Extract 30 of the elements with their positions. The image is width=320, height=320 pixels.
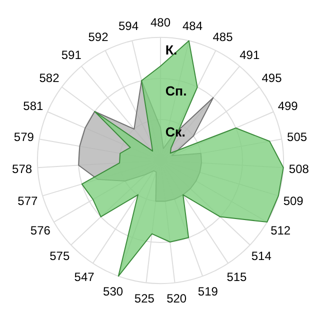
- spoke-label: 577: [18, 194, 38, 208]
- spoke-label: 484: [182, 19, 203, 34]
- spoke-label: 515: [226, 270, 248, 284]
- spoke-label: 512: [270, 223, 291, 238]
- y-tick-label: К.: [165, 42, 178, 58]
- spoke-label: 581: [23, 99, 44, 114]
- spoke-label: 499: [278, 99, 298, 114]
- spoke-label: 530: [103, 284, 124, 298]
- spoke-label: 514: [251, 249, 272, 264]
- spoke-label: 520: [166, 292, 187, 306]
- spoke-label: 495: [262, 71, 282, 86]
- y-tick-label: Ск.: [165, 124, 186, 140]
- spoke-label: 525: [134, 292, 155, 306]
- spoke-label: 576: [30, 223, 51, 238]
- spoke-label: 547: [74, 270, 95, 284]
- spoke-label: 575: [50, 249, 70, 264]
- spoke-label: 591: [61, 48, 82, 62]
- spoke-label: 594: [118, 19, 139, 34]
- spoke-label: 508: [288, 162, 310, 176]
- spoke-label: 491: [240, 48, 260, 62]
- spoke-label: 519: [198, 284, 218, 298]
- spoke-label: 485: [212, 30, 234, 44]
- spoke-label: 578: [12, 162, 32, 176]
- spoke-label: 592: [88, 30, 109, 44]
- spoke-label: 480: [150, 15, 171, 30]
- y-tick-label: Сп.: [165, 83, 187, 98]
- spoke-label: 509: [283, 194, 304, 208]
- spoke-label: 579: [14, 130, 34, 144]
- spoke-label: 582: [39, 71, 60, 86]
- spoke-label: 505: [287, 130, 308, 144]
